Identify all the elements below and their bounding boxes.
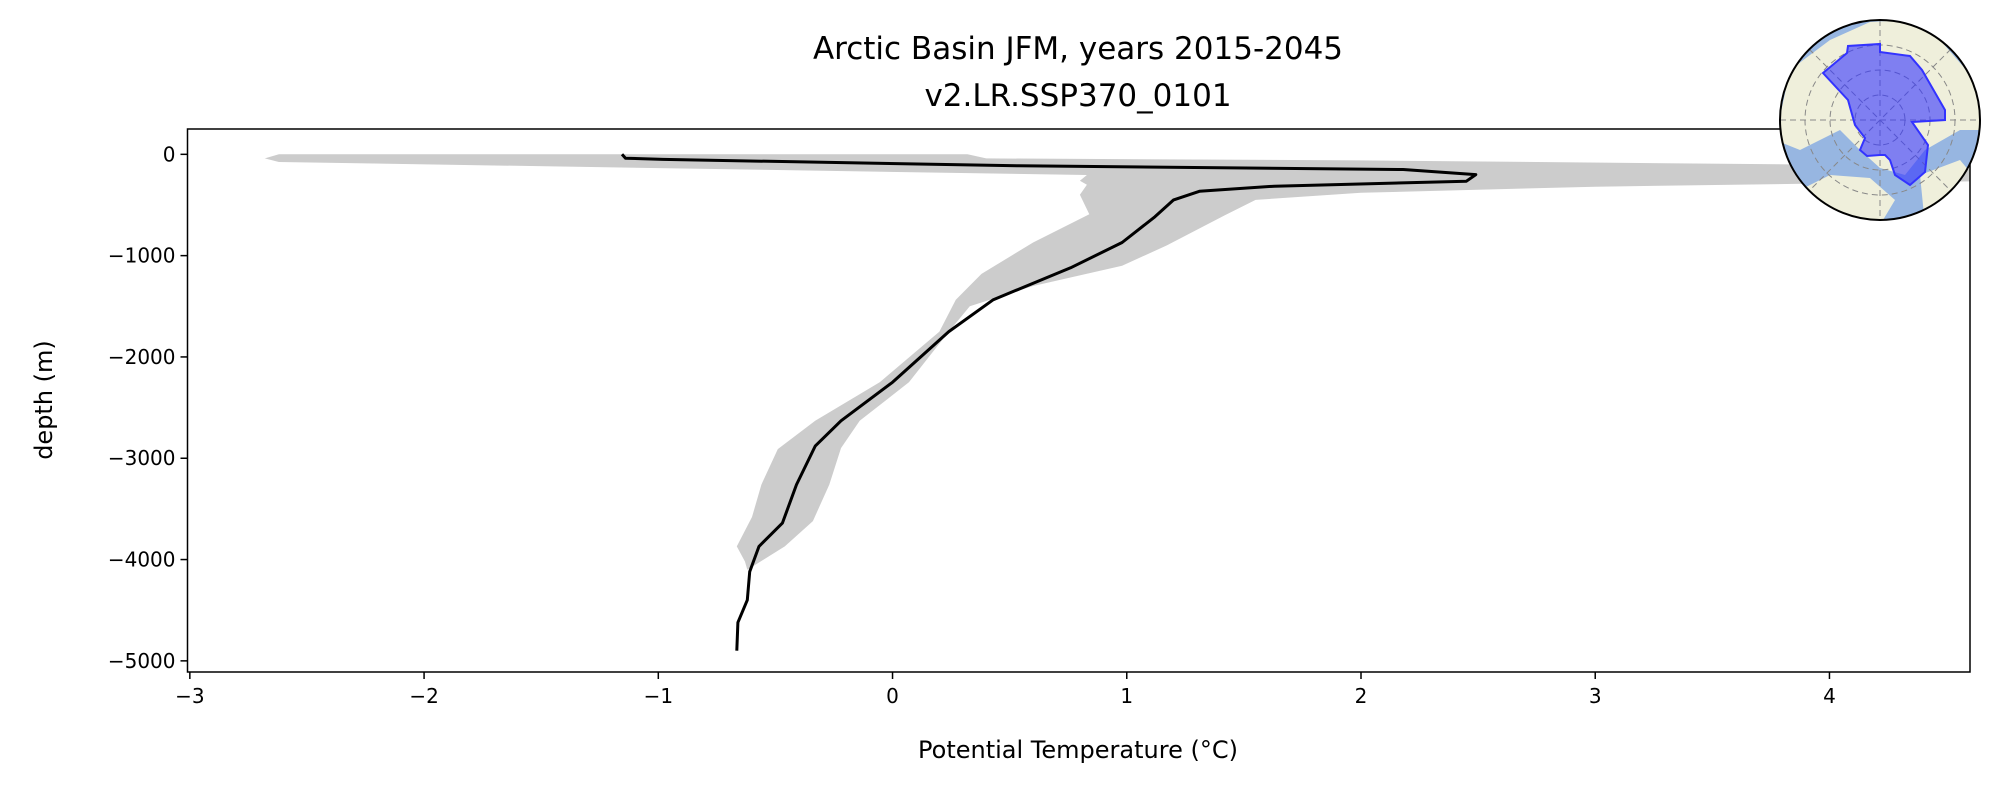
range-band (264, 154, 1970, 570)
region-map-inset (1779, 19, 1981, 221)
map-border (1779, 19, 1981, 221)
y-tick-label: 0 (163, 142, 176, 166)
y-axis-label: depth (m) (30, 340, 58, 460)
y-tick-label: −4000 (108, 548, 176, 572)
x-tick-label: 3 (1589, 684, 1602, 708)
x-tick-label: −1 (644, 684, 673, 708)
chart-subtitle: v2.LR.SSP370_0101 (924, 78, 1231, 114)
arctic-basin-region (1821, 42, 1946, 187)
x-axis-label: Potential Temperature (°C) (918, 736, 1238, 764)
chart-title: Arctic Basin JFM, years 2015-2045 (813, 31, 1343, 67)
x-tick-label: 4 (1823, 684, 1836, 708)
x-tick-label: −3 (175, 684, 204, 708)
y-tick-label: −2000 (108, 345, 176, 369)
x-tick-label: 1 (1120, 684, 1133, 708)
mean-line (620, 153, 1478, 651)
x-tick-label: 2 (1355, 684, 1368, 708)
y-tick-label: −3000 (108, 446, 176, 470)
x-tick-label: 0 (886, 684, 899, 708)
y-tick-label: −1000 (108, 244, 176, 268)
x-tick-label: −2 (409, 684, 438, 708)
axes-frame (186, 128, 1971, 673)
y-tick-label: −5000 (108, 649, 176, 673)
